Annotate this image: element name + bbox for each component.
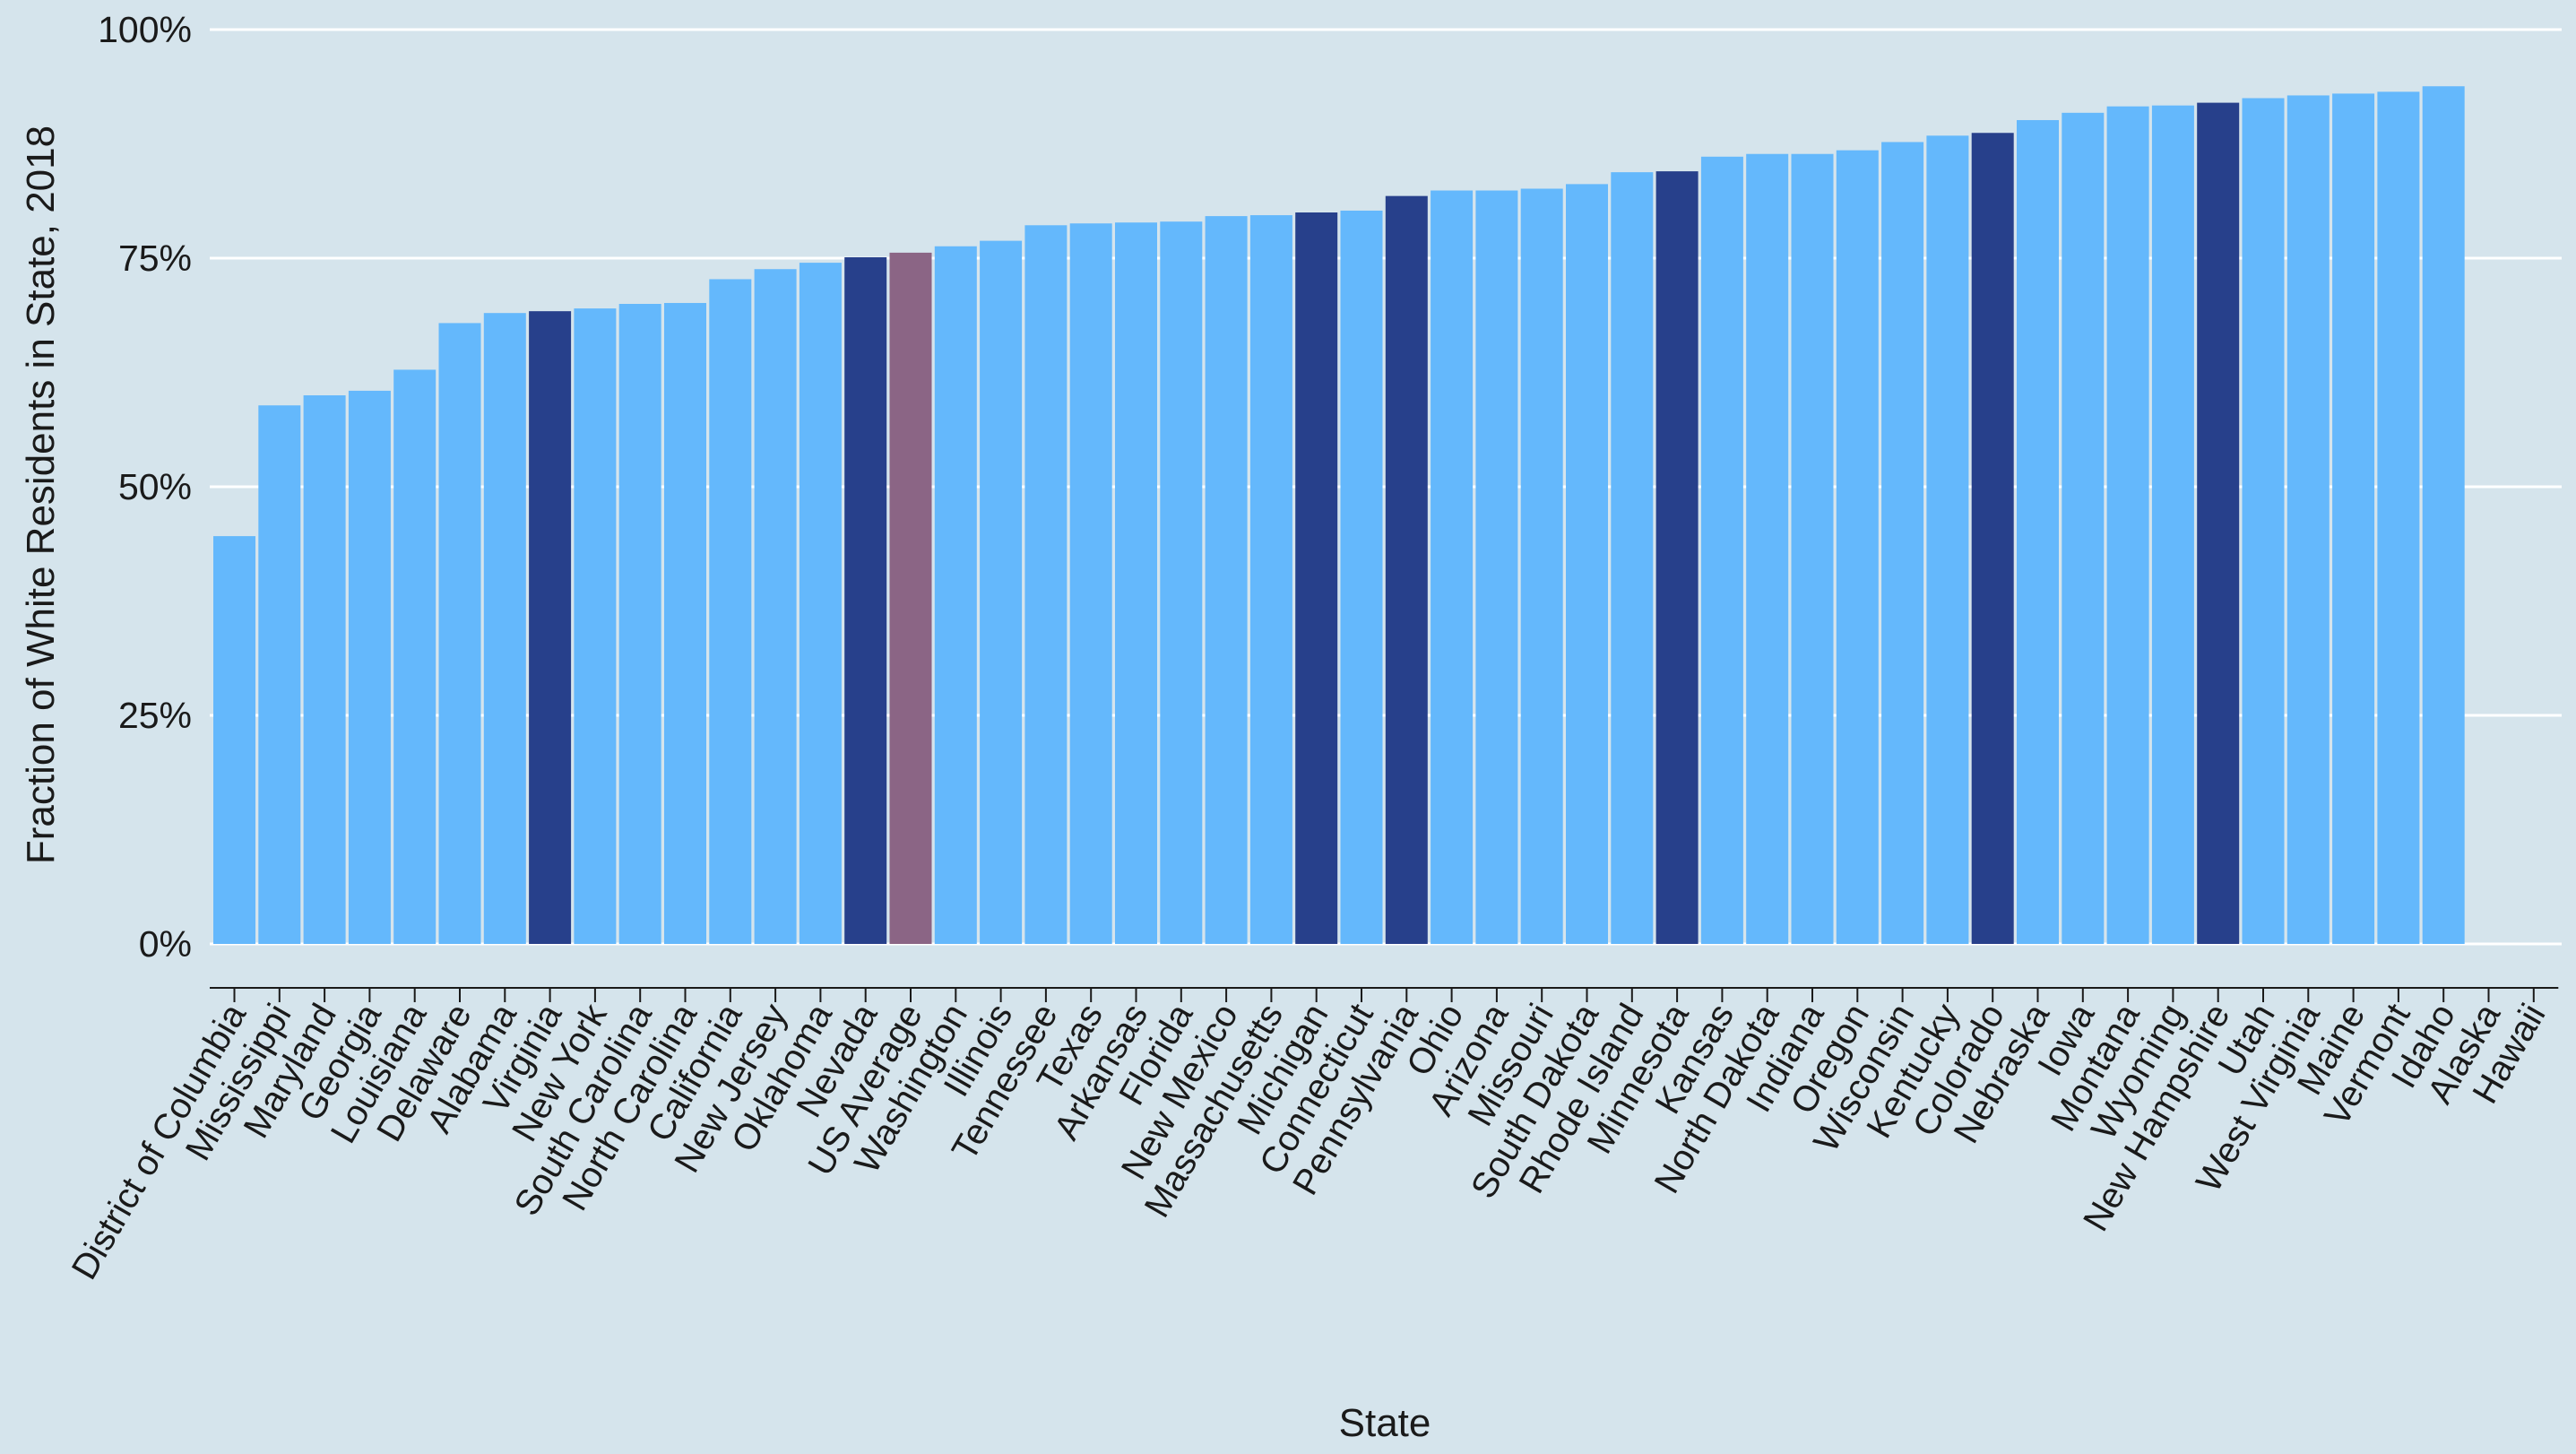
bar-delaware <box>438 323 481 944</box>
bar-wyoming <box>2151 105 2194 944</box>
bars <box>213 86 2465 945</box>
bar-montana <box>2106 106 2149 945</box>
bar-florida <box>1160 221 1203 944</box>
bar-michigan <box>1295 212 1338 944</box>
bar-maryland <box>303 395 346 944</box>
bar-colorado <box>1971 133 2014 944</box>
bar-south-carolina <box>618 304 661 944</box>
bar-tennessee <box>1024 225 1068 944</box>
bar-kansas <box>1700 156 1743 944</box>
bar-mississippi <box>258 405 301 945</box>
bar-utah <box>2242 98 2285 944</box>
y-tick-label: 0% <box>139 923 192 965</box>
bar-south-dakota <box>1566 184 1608 944</box>
bar-us-average <box>889 252 932 944</box>
bar-west-virginia <box>2286 95 2330 944</box>
bar-kentucky <box>1926 135 1969 944</box>
bar-arizona <box>1475 190 1518 944</box>
bar-oregon <box>1836 150 1879 944</box>
bar-new-jersey <box>754 269 797 944</box>
bar-vermont <box>2377 91 2420 945</box>
bar-wisconsin <box>1881 142 1924 944</box>
bar-north-dakota <box>1746 153 1789 945</box>
bar-washington <box>934 246 977 944</box>
bar-virginia <box>529 311 572 944</box>
bar-iowa <box>2062 112 2105 944</box>
bar-maine <box>2332 93 2375 944</box>
bar-nebraska <box>2017 119 2059 945</box>
bar-oklahoma <box>799 263 842 945</box>
bar-north-carolina <box>664 302 706 945</box>
bar-new-mexico <box>1205 216 1248 944</box>
bar-louisiana <box>393 369 437 944</box>
y-tick-label: 50% <box>118 466 192 507</box>
bar-georgia <box>348 390 391 944</box>
bar-new-hampshire <box>2197 102 2240 945</box>
y-tick-label: 100% <box>98 9 192 50</box>
bar-idaho <box>2422 86 2465 945</box>
bar-texas <box>1069 223 1112 945</box>
bar-rhode-island <box>1611 172 1654 944</box>
bar-arkansas <box>1115 222 1157 945</box>
y-axis-title: Fraction of White Residents in State, 20… <box>19 125 63 864</box>
bar-nevada <box>844 256 887 945</box>
bar-missouri <box>1520 188 1563 945</box>
bar-illinois <box>980 240 1023 944</box>
bar-connecticut <box>1340 210 1383 944</box>
bar-massachusetts <box>1249 215 1292 944</box>
y-tick-label: 25% <box>118 695 192 736</box>
bar-district-of-columbia <box>213 536 255 944</box>
bar-alabama <box>483 313 526 944</box>
bar-california <box>709 279 752 945</box>
bar-ohio <box>1431 190 1474 944</box>
y-axis: 0% 25% 50% 75% 100% <box>98 9 192 965</box>
x-axis-title: State <box>1339 1401 1431 1445</box>
bar-minnesota <box>1655 171 1699 945</box>
bar-pennsylvania <box>1385 195 1428 944</box>
y-tick-label: 75% <box>118 238 192 279</box>
bar-indiana <box>1791 153 1834 945</box>
bar-new-york <box>574 308 617 945</box>
